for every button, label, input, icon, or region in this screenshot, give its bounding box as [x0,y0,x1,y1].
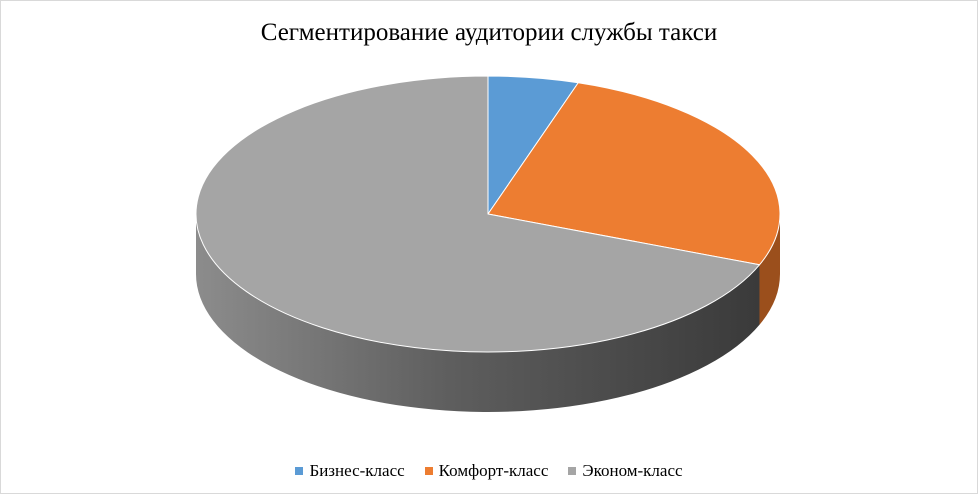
legend-label-economy: Эконом-класс [582,461,683,480]
legend-swatch-economy [568,467,577,475]
pie-tops [195,75,781,353]
pie-side-comfort [759,214,780,325]
legend-swatch-comfort [424,467,433,475]
pie-side-economy [196,214,760,412]
pie-slice-economy [195,75,760,353]
legend-label-comfort: Комфорт-класс [438,461,549,480]
legend-label-business: Бизнес-класс [309,461,405,480]
pie-slice-comfort [487,82,781,266]
legend-item-economy: Эконом-класс [568,461,683,481]
legend-item-business: Бизнес-класс [295,461,405,481]
pie-sides [196,214,780,412]
legend: Бизнес-класс Комфорт-класс Эконом-класс [0,461,978,481]
legend-item-comfort: Комфорт-класс [424,461,549,481]
legend-swatch-business [295,467,304,475]
chart-title: Сегментирование аудитории службы такси [260,19,718,46]
